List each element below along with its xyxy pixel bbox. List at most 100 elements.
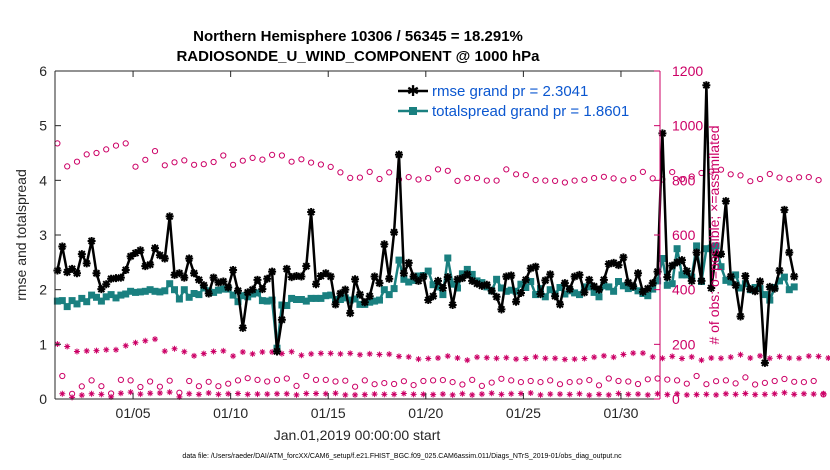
possible-obs-point bbox=[664, 376, 671, 383]
possible-obs-point bbox=[786, 176, 793, 183]
possible-obs-point bbox=[259, 156, 266, 163]
rmse-point bbox=[63, 268, 72, 277]
rmse-point bbox=[429, 292, 438, 301]
rmse-point bbox=[780, 205, 789, 214]
possible-obs-point bbox=[166, 377, 173, 384]
rmse-point bbox=[155, 251, 164, 260]
possible-obs-point bbox=[352, 383, 359, 390]
rmse-point bbox=[326, 272, 335, 281]
rmse-point bbox=[521, 275, 530, 284]
assimilated-obs-point bbox=[278, 350, 285, 357]
totalspread-point bbox=[434, 283, 442, 291]
possible-obs-point bbox=[615, 377, 622, 385]
possible-obs-point bbox=[83, 151, 90, 158]
totalspread-point bbox=[214, 286, 222, 294]
assimilated-obs-point bbox=[556, 391, 563, 398]
rmse-point bbox=[380, 240, 389, 249]
possible-obs-point bbox=[566, 379, 573, 386]
possible-obs-point bbox=[103, 146, 110, 153]
totalspread-point bbox=[180, 286, 188, 294]
totalspread-point bbox=[571, 289, 579, 297]
assimilated-obs-point bbox=[478, 391, 485, 398]
rmse-point bbox=[468, 276, 477, 285]
assimilated-obs-point bbox=[156, 389, 163, 396]
assimilated-obs-point bbox=[415, 356, 422, 363]
assimilated-obs-point bbox=[83, 347, 90, 354]
totalspread-point bbox=[288, 294, 296, 302]
totalspread-point bbox=[619, 282, 627, 290]
rmse-point bbox=[53, 266, 62, 275]
totalspread-point bbox=[737, 284, 744, 292]
totalspread-point bbox=[136, 288, 144, 296]
totalspread-point bbox=[454, 284, 461, 292]
assimilated-obs-point bbox=[132, 339, 139, 346]
rmse-point bbox=[409, 272, 418, 281]
assimilated-obs-point bbox=[615, 390, 622, 397]
rmse-point bbox=[238, 323, 247, 332]
totalspread-point bbox=[302, 297, 310, 305]
totalspread-point bbox=[175, 295, 183, 303]
possible-obs-point bbox=[771, 377, 778, 385]
possible-obs-point bbox=[156, 383, 163, 390]
chart-subtitle: RADIOSONDE_U_WIND_COMPONENT @ 1000 hPa bbox=[176, 48, 540, 65]
possible-obs-point bbox=[747, 178, 754, 185]
assimilated-obs-point bbox=[610, 354, 617, 361]
possible-obs-point bbox=[703, 381, 710, 388]
rmse-point bbox=[497, 305, 506, 314]
assimilated-obs-point bbox=[395, 353, 402, 360]
assimilated-obs-point bbox=[708, 355, 715, 361]
totalspread-point bbox=[712, 242, 720, 250]
rmse-point bbox=[473, 279, 482, 288]
totalspread-point bbox=[507, 286, 515, 294]
rmse-point bbox=[638, 287, 647, 296]
possible-obs-point bbox=[142, 156, 149, 163]
rmse-point bbox=[107, 274, 116, 283]
possible-obs-point bbox=[513, 171, 520, 178]
totalspread-point bbox=[93, 293, 100, 301]
rmse-point bbox=[721, 197, 730, 206]
assimilated-obs-point bbox=[308, 350, 315, 357]
totalspread-point bbox=[395, 256, 403, 264]
rmse-point bbox=[585, 275, 594, 284]
rmse-point bbox=[360, 298, 369, 307]
assimilated-obs-point bbox=[103, 346, 110, 353]
possible-obs-point bbox=[737, 172, 744, 179]
possible-obs-point bbox=[269, 151, 276, 158]
rmse-point bbox=[58, 242, 67, 251]
assimilated-obs-point bbox=[439, 391, 446, 398]
y-tick-label: 6 bbox=[39, 63, 47, 79]
rmse-point bbox=[190, 269, 199, 278]
rmse-point bbox=[77, 250, 86, 259]
rmse-point bbox=[643, 284, 652, 293]
rmse-point bbox=[68, 264, 77, 273]
totalspread-point bbox=[346, 296, 354, 304]
rmse-point bbox=[551, 292, 560, 301]
possible-obs-point bbox=[200, 161, 207, 168]
rmse-point bbox=[111, 274, 120, 283]
rmse-point bbox=[526, 264, 535, 273]
possible-obs-point bbox=[639, 168, 647, 175]
rmse-point bbox=[272, 347, 281, 356]
rmse-point bbox=[653, 267, 662, 276]
totalspread-point bbox=[249, 290, 257, 298]
assimilated-obs-point bbox=[630, 350, 637, 357]
rmse-point bbox=[316, 272, 325, 280]
possible-obs-point bbox=[610, 175, 617, 182]
assimilated-obs-point bbox=[454, 355, 461, 361]
assimilated-obs-point bbox=[239, 348, 246, 355]
totalspread-point bbox=[415, 272, 422, 280]
possible-obs-point bbox=[293, 382, 300, 389]
rmse-point bbox=[702, 81, 711, 90]
assimilated-obs-point bbox=[376, 351, 383, 358]
possible-obs-point bbox=[78, 383, 85, 390]
possible-obs-point bbox=[400, 378, 407, 385]
totalspread-point bbox=[785, 286, 793, 294]
assimilated-obs-point bbox=[425, 355, 432, 362]
rmse-point bbox=[365, 292, 374, 301]
assimilated-obs-point bbox=[591, 354, 598, 361]
possible-obs-point bbox=[312, 376, 320, 383]
rmse-point bbox=[673, 258, 682, 267]
totalspread-point bbox=[263, 297, 271, 305]
rmse-point bbox=[477, 281, 486, 290]
assimilated-obs-point bbox=[586, 392, 593, 399]
